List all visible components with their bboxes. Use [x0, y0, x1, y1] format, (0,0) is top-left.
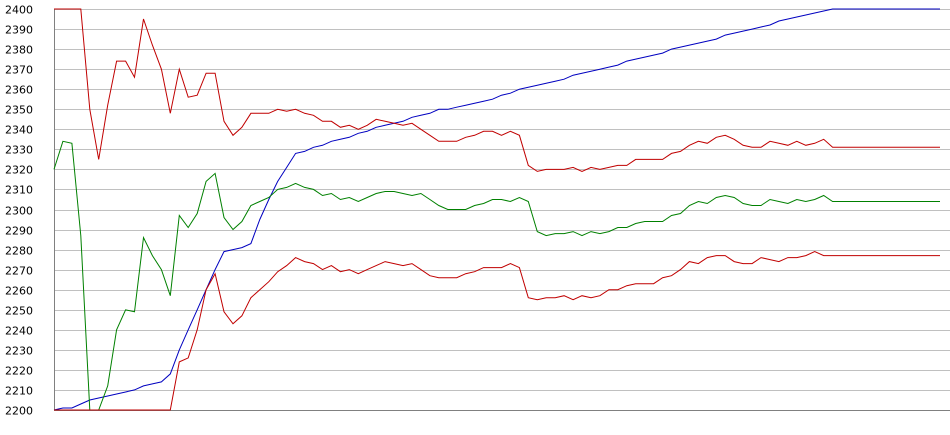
y-tick-label: 2320	[5, 164, 33, 177]
y-tick-label: 2280	[5, 245, 33, 258]
y-tick-label: 2230	[5, 345, 33, 358]
series-line-1	[53, 8, 940, 411]
gridlines	[54, 9, 950, 411]
y-tick-label: 2300	[5, 205, 33, 218]
series-line-4	[54, 251, 940, 411]
series-line-3	[53, 140, 940, 411]
y-tick-label: 2370	[5, 64, 33, 77]
y-tick-label: 2200	[5, 405, 33, 418]
y-tick-label: 2240	[5, 325, 33, 338]
series-line-2	[54, 8, 940, 172]
y-tick-label: 2210	[5, 385, 33, 398]
y-tick-label: 2400	[5, 4, 33, 17]
y-tick-label: 2290	[5, 225, 33, 238]
y-tick-label: 2330	[5, 144, 33, 157]
y-axis-tick-labels: 2200 2210 2220 2230 2240 2250 2260 2270 2280 2290…	[5, 4, 33, 418]
y-tick-label: 2250	[5, 305, 33, 318]
y-tick-label: 2390	[5, 24, 33, 37]
y-tick-label: 2360	[5, 84, 33, 97]
y-tick-label: 2340	[5, 124, 33, 137]
series-lines	[53, 8, 940, 411]
y-tick-label: 2270	[5, 265, 33, 278]
y-tick-label: 2310	[5, 184, 33, 197]
y-tick-label: 2220	[5, 365, 33, 378]
y-tick-label: 2380	[5, 44, 33, 57]
y-tick-label: 2260	[5, 285, 33, 298]
y-tick-label: 2350	[5, 104, 33, 117]
